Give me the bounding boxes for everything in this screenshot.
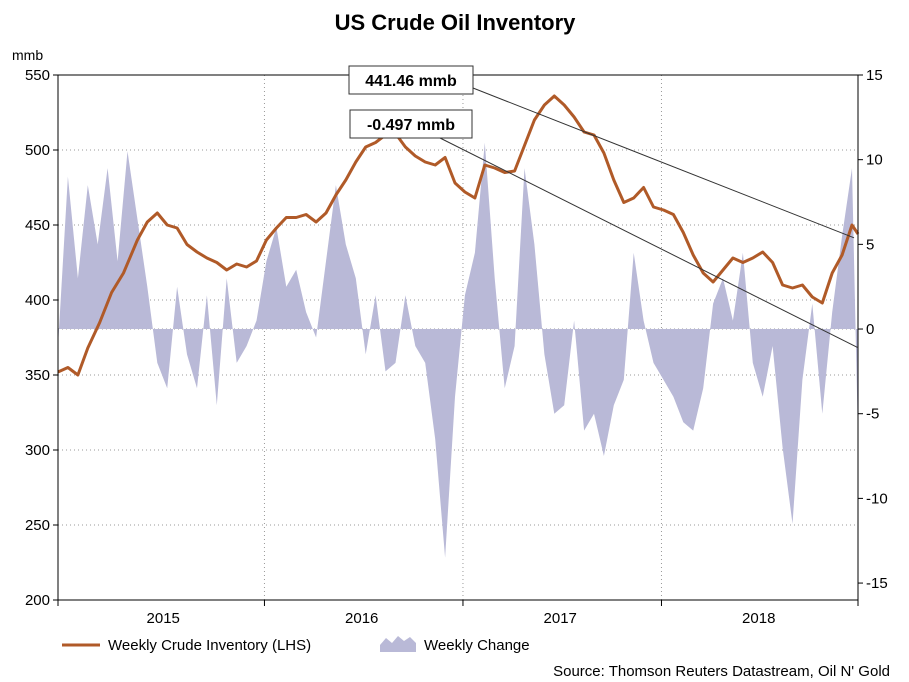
right-tick-label: -10	[866, 490, 888, 507]
right-tick-label: -5	[866, 406, 879, 423]
inventory-line	[57, 94, 860, 377]
source-note: Source: Thomson Reuters Datastream, Oil …	[553, 663, 890, 680]
callout-box	[348, 65, 474, 95]
left-tick-label: 200	[25, 592, 50, 609]
callout-label: -0.497 mmb	[367, 117, 455, 134]
right-tick-label: 0	[866, 321, 874, 338]
legend: Weekly Crude Inventory (LHS) Weekly Chan…	[62, 636, 530, 654]
legend-label-weekly-change: Weekly Change	[424, 637, 530, 654]
callouts: 441.46 mmb -0.497 mmb	[348, 65, 859, 349]
left-tick-label: 450	[25, 217, 50, 234]
weekly-change-area	[58, 142, 858, 558]
left-tick-label: 300	[25, 442, 50, 459]
right-tick-label: 10	[866, 152, 883, 169]
axes: 200 250 300 350 400 450 500 550 15 10 5 0 -5 -10 -15 20…	[25, 67, 888, 627]
x-tick-label: 2016	[345, 610, 378, 627]
left-tick-label: 250	[25, 517, 50, 534]
callout-leader	[439, 137, 859, 349]
left-tick-label: 550	[25, 67, 50, 84]
callout-label: 441.46 mmb	[365, 73, 457, 90]
left-tick-label: 400	[25, 292, 50, 309]
right-tick-label: 15	[866, 67, 883, 84]
x-tick-label: 2017	[544, 610, 577, 627]
right-tick-label: 5	[866, 236, 874, 253]
inventory-line-layer	[57, 94, 860, 377]
x-tick-label: 2015	[147, 610, 180, 627]
callout-box	[349, 109, 473, 139]
left-tick-label: 500	[25, 142, 50, 159]
left-axis-unit: mmb	[12, 47, 43, 63]
legend-area-swatch	[380, 636, 416, 652]
x-tick-label: 2018	[742, 610, 775, 627]
right-tick-label: -15	[866, 575, 888, 592]
weekly-change-area-layer	[58, 142, 858, 558]
chart-title: US Crude Oil Inventory	[335, 10, 577, 35]
legend-label-inventory: Weekly Crude Inventory (LHS)	[108, 637, 311, 654]
callout-leader	[472, 87, 855, 239]
left-tick-label: 350	[25, 367, 50, 384]
